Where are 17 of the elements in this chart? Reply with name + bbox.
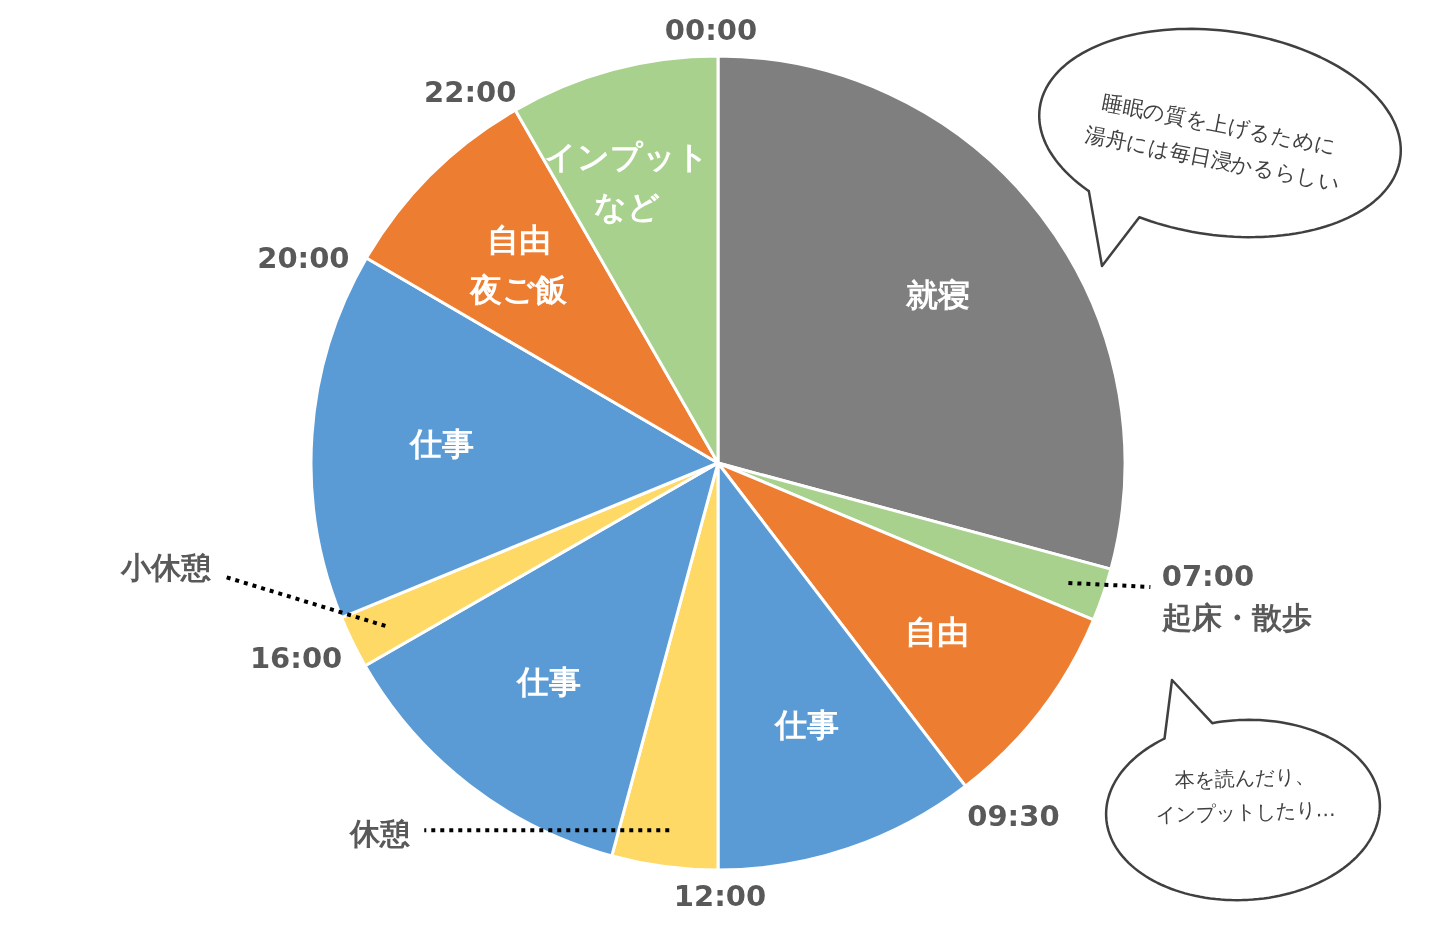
slice-label: 自由 [905,612,970,651]
text: 睡眠の質を上げるために湯舟には毎日浸かるらしい [1083,90,1343,196]
text: 09:30 [967,799,1060,834]
text: 20:00 [257,241,350,276]
text: 07:00 [1161,559,1255,594]
slice-label: 仕事 [772,706,839,745]
slice-label: 仕事 [515,663,582,702]
text: 22:00 [424,75,517,110]
text: 本を読んだり、インプットしたり… [1155,763,1336,828]
slice-label: 小休憩 [120,550,212,586]
slice-label: 休憩 [349,815,411,851]
slice-label: 就寝 [904,275,970,314]
slice-label: 仕事 [407,424,474,463]
text: 12:00 [673,879,767,913]
text: 16:00 [249,640,343,675]
text: 00:00 [664,13,758,47]
slice-label: 起床・散歩 [1161,600,1313,636]
